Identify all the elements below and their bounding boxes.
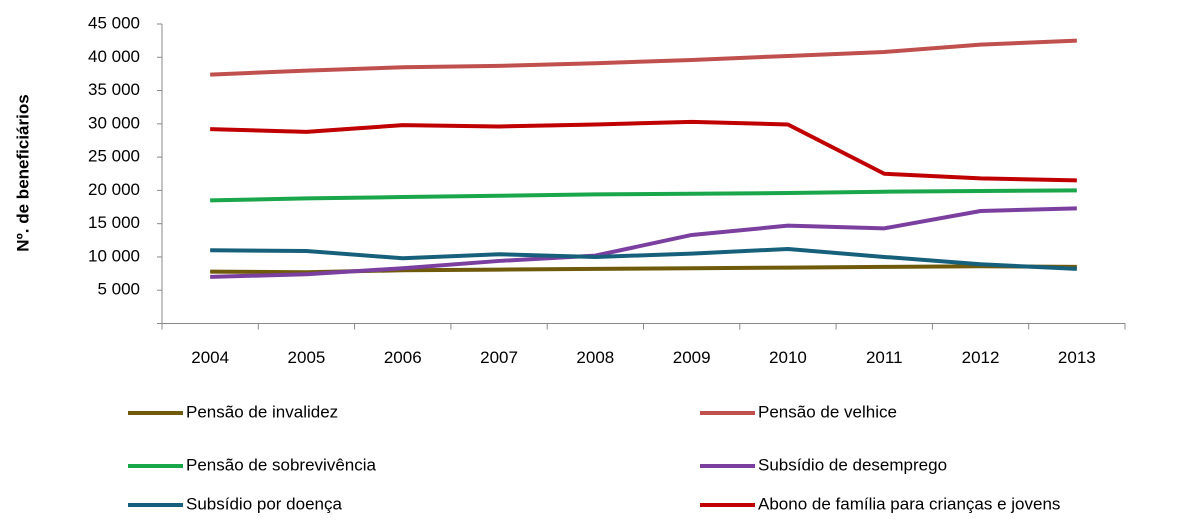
legend-label: Pensão de velhice xyxy=(758,402,897,421)
y-tick-label: 25 000 xyxy=(88,147,140,166)
legend-label: Pensão de sobrevivência xyxy=(186,455,377,474)
series-line xyxy=(210,206,1077,279)
x-tick-label: 2009 xyxy=(673,348,711,367)
y-tick-label: 35 000 xyxy=(88,80,140,99)
x-tick-label: 2011 xyxy=(866,348,903,367)
x-tick-label: 2012 xyxy=(962,348,1000,367)
y-tick-label: 20 000 xyxy=(88,180,140,199)
x-tick-label: 2005 xyxy=(288,348,326,367)
y-tick-label: 5 000 xyxy=(97,280,140,299)
legend-label: Abono de família para crianças e jovens xyxy=(758,494,1060,513)
x-tick-label: 2007 xyxy=(480,348,518,367)
y-tick-label: 45 000 xyxy=(88,13,140,32)
x-tick-label: 2008 xyxy=(576,348,614,367)
legend-label: Subsídio por doença xyxy=(186,494,342,513)
y-tick-label: 15 000 xyxy=(88,213,140,232)
x-tick-label: 2013 xyxy=(1058,348,1096,367)
series-line xyxy=(210,246,1077,271)
series-line xyxy=(210,188,1077,203)
y-tick-label: 10 000 xyxy=(88,246,140,265)
x-tick-label: 2010 xyxy=(769,348,807,367)
legend-label: Subsídio de desemprego xyxy=(758,455,947,474)
x-tick-label: 2004 xyxy=(191,348,229,367)
series-line xyxy=(210,38,1077,77)
legend-label: Pensão de invalidez xyxy=(186,402,338,421)
series-line xyxy=(210,119,1077,183)
y-tick-label: 40 000 xyxy=(88,47,140,66)
x-tick-label: 2006 xyxy=(384,348,422,367)
y-axis-label: Nº. de beneficiários xyxy=(13,94,32,251)
y-tick-label: 30 000 xyxy=(88,113,140,132)
